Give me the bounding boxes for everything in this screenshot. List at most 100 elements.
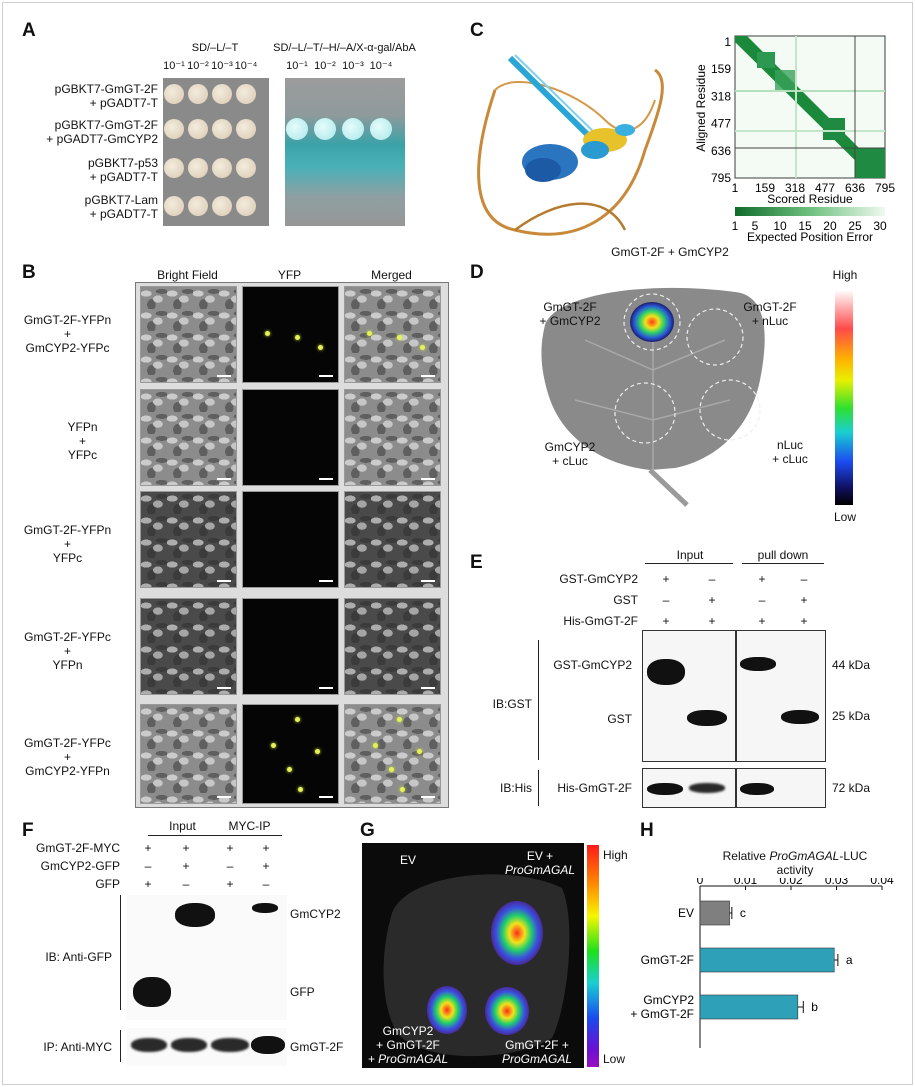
merged-tile-3 (344, 491, 441, 588)
panel-d-colorbar (835, 290, 853, 505)
yeast-colony (164, 119, 184, 139)
panel-e-sign: + (758, 614, 766, 628)
category-label: GmGT-2F (641, 953, 694, 967)
panel-d-q1-line1: GmGT-2F (543, 300, 597, 314)
panel-f-sign: + (262, 859, 270, 873)
yeast-colony (212, 196, 232, 216)
pae-cbar-tick: 30 (873, 219, 887, 233)
panel-f-sign: + (144, 841, 152, 855)
panel-g-leaf-image (362, 843, 584, 1068)
panel-e-input-rule (645, 563, 733, 564)
col-header-bright-field: Bright Field (157, 268, 218, 282)
panel-b-row-3-line1: GmGT-2F-YFPn (23, 523, 112, 537)
panel-e-ib-gst: IB:GST (492, 697, 532, 711)
panel-g-ev-pro: EV + ProGmAGAL (500, 849, 580, 877)
panel-d-q2-line1: GmGT-2F (743, 300, 797, 314)
significance-letter: c (740, 906, 746, 920)
yeast-colony (286, 118, 308, 140)
bf-tile-1 (140, 286, 237, 383)
panel-e-pulldown-rule (742, 563, 824, 564)
panel-b-row-5-line3: GmCYP2-YFPn (25, 764, 110, 778)
panel-e-sign: + (708, 614, 716, 628)
pae-x-tick: 636 (845, 181, 865, 195)
panel-a-row-2: pGBKT7-GmGT-2F + pGADT7-GmCYP2 (0, 118, 158, 146)
yeast-colony (236, 84, 256, 104)
panel-f-label-gfp: GFP (290, 985, 315, 999)
panel-g-gt-line1: GmGT-2F + (505, 1038, 569, 1052)
dilution-label: 10⁻³ (211, 60, 233, 72)
chart-title: Relative ProGmAGAL-LUC activity (690, 849, 900, 877)
pae-x-tick: 318 (785, 181, 805, 195)
chart-title-line2: activity (776, 863, 814, 877)
x-tick-label: 0.04 (870, 878, 894, 887)
category-label: + GmGT-2F (630, 1007, 694, 1021)
pae-cbar-tick: 5 (752, 219, 759, 233)
panel-b-row-1-line1: GmGT-2F-YFPn (23, 313, 112, 327)
panel-g-low: Low (603, 1052, 626, 1066)
bar-chart: 0 0.01 0.02 0.03 0.04 c EV a GmGT-2F b GmCYP2+ GmG… (630, 878, 894, 1048)
panel-a-row-3: pGBKT7-p53 + pGADT7-T (0, 156, 158, 184)
panel-label-d: D (470, 262, 484, 283)
bar (699, 994, 799, 1020)
bf-tile-4 (140, 598, 237, 695)
dilution-label: 10⁻⁴ (234, 60, 258, 72)
panel-f-sign: + (182, 859, 190, 873)
panel-f-label-gmgt2f: GmGT-2F (290, 1040, 344, 1054)
col-header-merged: Merged (371, 268, 412, 282)
panel-f-bracket-myc (120, 1030, 121, 1062)
panel-e-sign: – (708, 572, 716, 586)
panel-a-row-1-line2: + pGADT7-T (89, 96, 158, 110)
pae-cbar-tick: 20 (823, 219, 837, 233)
yfp-tile-1 (242, 286, 339, 383)
panel-f-sign: + (226, 877, 234, 891)
panel-f-blot-myc (127, 1028, 287, 1066)
yeast-colony (164, 196, 184, 216)
dilution-label: 10⁻⁴ (369, 60, 393, 72)
pae-cbar-tick: 10 (773, 219, 787, 233)
protein-structure-image (477, 54, 664, 236)
panel-e-band-gst: GST (607, 712, 632, 726)
yeast-colony (236, 119, 256, 139)
yeast-colony (236, 158, 256, 178)
yeast-colony (188, 196, 208, 216)
yeast-colony (164, 84, 184, 104)
panel-a-row-4-line2: + pGADT7-T (89, 207, 158, 221)
panel-e-sign: + (800, 593, 808, 607)
panel-b-row-3-line3: YFPc (52, 551, 83, 565)
pae-x-tick: 1 (732, 181, 739, 195)
panel-f-sign: + (144, 877, 152, 891)
panel-b-row-1-line2: + (63, 327, 71, 341)
panel-f-ib-gfp: IB: Anti-GFP (45, 950, 112, 964)
yeast-colony (212, 84, 232, 104)
panel-a-condition-2: SD/–L/–T/–H/–A/X-α-gal/AbA (273, 42, 416, 54)
panel-e-sign: + (708, 593, 716, 607)
yfp-tile-4 (242, 598, 339, 695)
panel-f-label-gmcyp2: GmCYP2 (290, 907, 341, 921)
panel-b-row-5-line1: GmGT-2F-YFPc (24, 736, 111, 750)
yeast-colony (236, 196, 256, 216)
chart-title-pre: Relative (722, 849, 770, 863)
panel-e-treatment-name: GST-GmCYP2 (559, 572, 638, 586)
panel-a-row-4: pGBKT7-Lam + pGADT7-T (0, 193, 158, 221)
panel-b-row-3-line2: + (63, 537, 71, 551)
bf-tile-3 (140, 491, 237, 588)
pae-cbar-tick: 1 (732, 219, 739, 233)
yeast-colony (370, 118, 392, 140)
plate-selective (285, 78, 405, 226)
panel-g-cyp-label: GmCYP2 + GmGT-2F + ProGmAGAL (366, 1024, 450, 1066)
pae-x-tick: 159 (755, 181, 775, 195)
panel-b-row-1-line3: GmCYP2-YFPc (25, 341, 110, 355)
panel-d-q2-line2: + nLuc (751, 314, 789, 328)
panel-e-blot-pulldown-gst (736, 630, 826, 762)
panel-e-ib-gst-bracket (538, 640, 539, 760)
panel-f-sign: + (226, 841, 234, 855)
panel-e-sign: – (758, 593, 766, 607)
panel-e-treatment-name: GST (613, 593, 638, 607)
yeast-colony (342, 118, 364, 140)
panel-f-sign: – (182, 877, 190, 891)
panel-c-caption: GmGT-2F + GmCYP2 (611, 245, 729, 259)
bf-tile-2 (140, 389, 237, 486)
panel-e-mw-72: 72 kDa (832, 781, 871, 795)
panel-e-ib-his-bracket (538, 770, 539, 806)
